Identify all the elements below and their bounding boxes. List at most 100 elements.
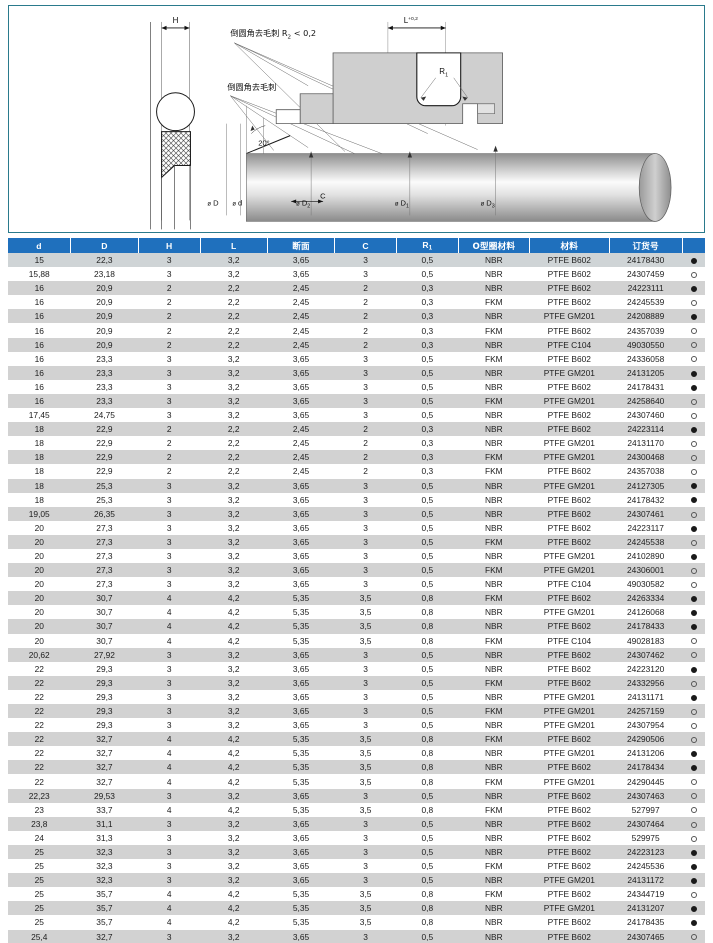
table-row[interactable]: 20 30,7 4 4,2 5,35 3,5 0,8 FKM PTFE C104 49028183: [8, 633, 705, 648]
table-row[interactable]: 22 32,7 4 4,2 5,35 3,5 0,8 NBR PTFE GM201 2413120…: [8, 746, 705, 761]
cell-D: 20,9: [70, 295, 139, 310]
cell-H: 3: [138, 351, 201, 366]
table-row[interactable]: 25 32,3 3 3,2 3,65 3 0,5 FKM PTFE B602 24245536: [8, 859, 705, 874]
table-row[interactable]: 23 33,7 4 4,2 5,35 3,5 0,8 FKM PTFE B602 527997: [8, 802, 705, 817]
table-row[interactable]: 22 32,7 4 4,2 5,35 3,5 0,8 FKM PTFE GM201 2429044…: [8, 774, 705, 789]
table-row[interactable]: 20 30,7 4 4,2 5,35 3,5 0,8 FKM PTFE B602 24263334: [8, 591, 705, 606]
table-row[interactable]: 16 20,9 2 2,2 2,45 2 0,3 FKM PTFE B602 24245539: [8, 295, 705, 310]
table-row[interactable]: 18 22,9 2 2,2 2,45 2 0,3 NBR PTFE B602 24223114: [8, 422, 705, 437]
cell-order-number: 24332956: [609, 675, 683, 690]
table-row[interactable]: 24 31,3 3 3,2 3,65 3 0,5 NBR PTFE B602 529975: [8, 830, 705, 845]
shaft-cylinder: [246, 153, 672, 222]
cell-D: 32,7: [70, 746, 139, 761]
table-row[interactable]: 15,88 23,18 3 3,2 3,65 3 0,5 NBR PTFE B602 243074…: [8, 267, 705, 282]
cell-d: 25: [8, 915, 71, 930]
table-row[interactable]: 20 27,3 3 3,2 3,65 3 0,5 FKM PTFE B602 24245538: [8, 534, 705, 549]
cell-R1: 0,8: [396, 774, 459, 789]
cell-oring-material: NBR: [458, 661, 530, 676]
table-row[interactable]: 20,62 27,92 3 3,2 3,65 3 0,5 NBR PTFE B602 243074…: [8, 647, 705, 662]
table-row[interactable]: 22 29,3 3 3,2 3,65 3 0,5 FKM PTFE GM201 24257159: [8, 704, 705, 719]
table-row[interactable]: 17,45 24,75 3 3,2 3,65 3 0,5 NBR PTFE B602 243074…: [8, 408, 705, 423]
cell-C: 2: [334, 422, 397, 437]
table-row[interactable]: 25 32,3 3 3,2 3,65 3 0,5 NBR PTFE B602 24223123: [8, 844, 705, 860]
cell-D: 32,7: [70, 732, 139, 747]
table-row[interactable]: 18 22,9 2 2,2 2,45 2 0,3 NBR PTFE GM201 24131170: [8, 436, 705, 451]
table-row[interactable]: 16 20,9 2 2,2 2,45 2 0,3 NBR PTFE C104 49030550: [8, 337, 705, 352]
table-row[interactable]: 20 27,3 3 3,2 3,65 3 0,5 NBR PTFE B602 24223117: [8, 520, 705, 535]
table-row[interactable]: 22,23 29,53 3 3,2 3,65 3 0,5 NBR PTFE B602 243074…: [8, 788, 705, 803]
table-row[interactable]: 25 35,7 4 4,2 5,35 3,5 0,8 NBR PTFE B602 24178435: [8, 915, 705, 930]
cell-C: 2: [334, 323, 397, 338]
col-header-d-label: d: [36, 240, 42, 251]
cell-order-number: 24126068: [609, 605, 683, 620]
cell-oring-material: NBR: [458, 605, 530, 620]
table-row[interactable]: 25,4 32,7 3 3,2 3,65 3 0,5 NBR PTFE B602 24307465: [8, 929, 705, 943]
stock-hollow-icon: [690, 356, 697, 363]
table-row[interactable]: 20 30,7 4 4,2 5,35 3,5 0,8 NBR PTFE B602 24178433: [8, 619, 705, 634]
cell-cross-section: 3,65: [267, 859, 335, 874]
table-row[interactable]: 20 27,3 3 3,2 3,65 3 0,5 NBR PTFE GM201 24102890: [8, 548, 705, 564]
table-row[interactable]: 19,05 26,35 3 3,2 3,65 3 0,5 NBR PTFE B602 243074…: [8, 506, 705, 521]
cell-L: 4,2: [200, 915, 268, 930]
cell-d: 25: [8, 873, 71, 888]
cell-cross-section: 2,45: [267, 464, 335, 479]
cell-d: 25: [8, 859, 71, 874]
table-row[interactable]: 23,8 31,1 3 3,2 3,65 3 0,5 NBR PTFE B602 24307464: [8, 816, 705, 831]
cell-H: 2: [138, 436, 201, 451]
cell-material: PTFE GM201: [529, 393, 610, 409]
col-header-order-number: 订货号: [609, 238, 683, 253]
table-row[interactable]: 15 22,3 3 3,2 3,65 3 0,5 NBR PTFE B602 24178430: [8, 253, 705, 268]
table-row[interactable]: 22 29,3 3 3,2 3,65 3 0,5 NBR PTFE GM201 24307954: [8, 718, 705, 733]
table-row[interactable]: 22 32,7 4 4,2 5,35 3,5 0,8 FKM PTFE B602 24290506: [8, 732, 705, 747]
table-row[interactable]: 18 25,3 3 3,2 3,65 3 0,5 NBR PTFE GM201 24127305: [8, 478, 705, 493]
table-row[interactable]: 20 27,3 3 3,2 3,65 3 0,5 FKM PTFE GM201 24306001: [8, 563, 705, 578]
cell-availability: [682, 422, 705, 437]
table-row[interactable]: 16 23,3 3 3,2 3,65 3 0,5 NBR PTFE B602 24178431: [8, 379, 705, 394]
cell-availability: [682, 295, 705, 310]
cell-availability: [682, 830, 705, 845]
cell-L: 2,2: [200, 309, 268, 324]
table-row[interactable]: 22 29,3 3 3,2 3,65 3 0,5 NBR PTFE GM201 24131171: [8, 689, 705, 704]
table-row[interactable]: 16 20,9 2 2,2 2,45 2 0,3 NBR PTFE B602 24223111: [8, 281, 705, 296]
table-row[interactable]: 18 25,3 3 3,2 3,65 3 0,5 NBR PTFE B602 24178432: [8, 492, 705, 507]
cell-order-number: 24127305: [609, 478, 683, 493]
cell-D: 35,7: [70, 901, 139, 916]
table-row[interactable]: 25 35,7 4 4,2 5,35 3,5 0,8 FKM PTFE B602 24344719: [8, 887, 705, 902]
table-row[interactable]: 16 23,3 3 3,2 3,65 3 0,5 NBR PTFE GM201 24131205: [8, 365, 705, 380]
cell-order-number: 24258640: [609, 393, 683, 409]
table-row[interactable]: 22 29,3 3 3,2 3,65 3 0,5 FKM PTFE B602 24332956: [8, 675, 705, 690]
cell-C: 3: [334, 393, 397, 409]
cell-L: 3,2: [200, 718, 268, 733]
table-row[interactable]: 25 32,3 3 3,2 3,65 3 0,5 NBR PTFE GM201 24131172: [8, 873, 705, 888]
cell-C: 3: [334, 548, 397, 564]
col-header-L-label: L: [230, 240, 237, 251]
table-row[interactable]: 22 29,3 3 3,2 3,65 3 0,5 NBR PTFE B602 24223120: [8, 661, 705, 676]
table-row[interactable]: 20 30,7 4 4,2 5,35 3,5 0,8 NBR PTFE GM201 2412606…: [8, 605, 705, 620]
cell-L: 4,2: [200, 605, 268, 620]
cell-d: 22: [8, 661, 71, 676]
cell-material: PTFE B602: [529, 915, 610, 930]
table-row[interactable]: 18 22,9 2 2,2 2,45 2 0,3 FKM PTFE B602 24357038: [8, 464, 705, 479]
table-row[interactable]: 18 22,9 2 2,2 2,45 2 0,3 FKM PTFE GM201 24300468: [8, 450, 705, 465]
table-row[interactable]: 25 35,7 4 4,2 5,35 3,5 0,8 NBR PTFE GM201 2413120…: [8, 901, 705, 916]
table-row[interactable]: 16 20,9 2 2,2 2,45 2 0,3 NBR PTFE GM201 24208889: [8, 309, 705, 324]
cell-d: 15: [8, 253, 71, 268]
table-row[interactable]: 20 27,3 3 3,2 3,65 3 0,5 NBR PTFE C104 49030582: [8, 577, 705, 592]
cell-L: 4,2: [200, 591, 268, 606]
cell-cross-section: 2,45: [267, 295, 335, 310]
cell-C: 3: [334, 253, 397, 268]
stock-hollow-icon: [690, 581, 697, 588]
table-row[interactable]: 22 32,7 4 4,2 5,35 3,5 0,8 NBR PTFE B602 24178434: [8, 760, 705, 775]
cell-L: 4,2: [200, 802, 268, 817]
table-row[interactable]: 16 20,9 2 2,2 2,45 2 0,3 FKM PTFE B602 24357039: [8, 323, 705, 338]
cell-cross-section: 3,65: [267, 577, 335, 592]
cell-order-number: 24307465: [609, 929, 683, 943]
table-row[interactable]: 16 23,3 3 3,2 3,65 3 0,5 FKM PTFE GM201 24258640: [8, 393, 705, 409]
cell-availability: [682, 478, 705, 493]
cell-D: 35,7: [70, 915, 139, 930]
cell-C: 3: [334, 718, 397, 733]
diameter-D3-label: ø D3: [481, 198, 495, 209]
table-row[interactable]: 16 23,3 3 3,2 3,65 3 0,5 FKM PTFE B602 24336058: [8, 351, 705, 366]
cell-availability: [682, 492, 705, 507]
